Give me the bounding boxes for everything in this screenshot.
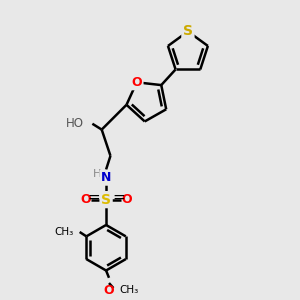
Text: O: O: [104, 284, 114, 297]
Text: O: O: [121, 193, 132, 206]
Text: H: H: [93, 169, 101, 179]
Text: CH₃: CH₃: [119, 285, 139, 295]
Text: S: S: [183, 24, 193, 38]
Text: HO: HO: [66, 117, 84, 130]
Text: =: =: [112, 190, 125, 205]
Text: S: S: [101, 193, 111, 207]
Text: =: =: [87, 190, 100, 205]
Text: O: O: [131, 76, 142, 89]
Text: O: O: [80, 193, 91, 206]
Text: N: N: [101, 171, 111, 184]
Text: CH₃: CH₃: [54, 227, 73, 237]
